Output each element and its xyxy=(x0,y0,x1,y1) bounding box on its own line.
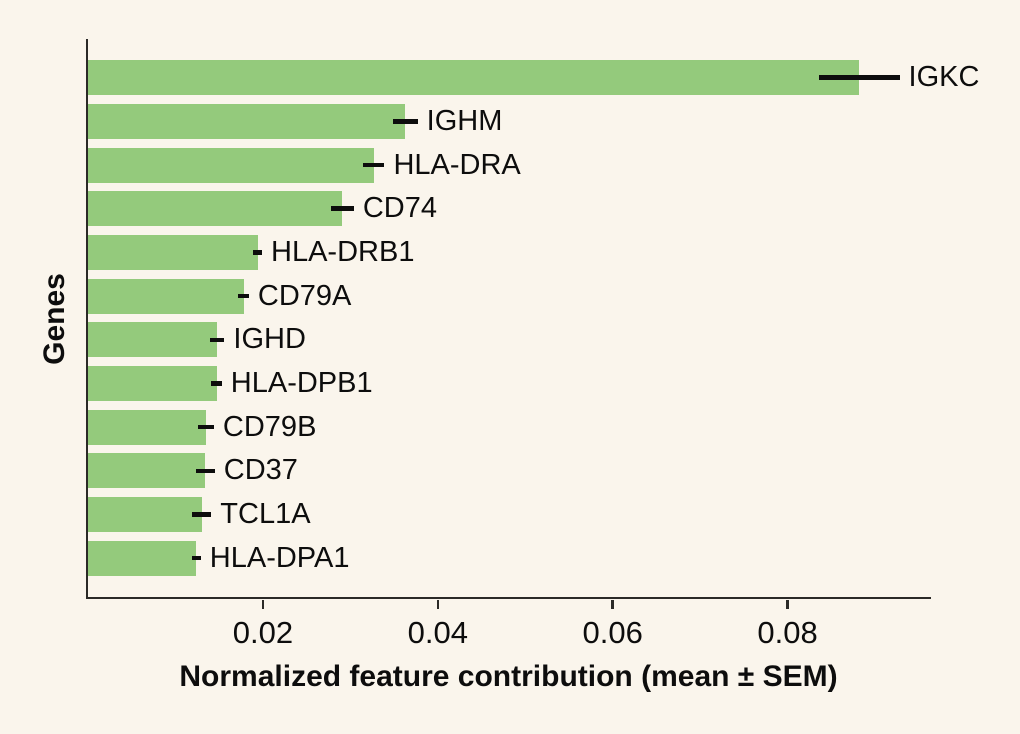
bar-row: TCL1A xyxy=(88,497,931,532)
x-tick-label: 0.04 xyxy=(407,615,468,650)
bar-row: CD74 xyxy=(88,191,931,227)
error-bar xyxy=(195,468,215,474)
bar-row: IGKC xyxy=(88,60,979,96)
x-axis-label: Normalized feature contribution (mean ± … xyxy=(179,660,838,693)
plot-area: IGKC IGHM HLA-DRA CD74 HLA-DRB1 CD79A IGHD HLA-… xyxy=(86,39,979,599)
bar-label: CD37 xyxy=(223,454,298,487)
bar-label: CD79B xyxy=(222,410,317,443)
bar xyxy=(88,191,343,227)
bar xyxy=(88,103,406,139)
x-tick-label: 0.06 xyxy=(582,615,643,650)
y-axis-label-text: Genes xyxy=(38,273,71,365)
bar-row: HLA-DRA xyxy=(88,147,931,183)
bar-label: IGHD xyxy=(233,323,306,356)
bar xyxy=(88,234,258,270)
bar-label: HLA-DRB1 xyxy=(271,235,415,268)
error-bar xyxy=(363,162,385,168)
bar-row: CD79B xyxy=(88,409,931,445)
error-bar xyxy=(393,119,418,124)
bar xyxy=(88,497,202,532)
bar-row: CD37 xyxy=(88,453,931,489)
error-bar xyxy=(192,512,212,517)
error-bar xyxy=(819,75,900,81)
x-tick-mark xyxy=(786,599,789,609)
bar xyxy=(88,147,374,183)
bar xyxy=(88,453,206,489)
bar-label: CD74 xyxy=(362,192,437,225)
bar-label: HLA-DPA1 xyxy=(209,541,350,574)
bar-row: IGHM xyxy=(88,103,931,139)
bar-label: HLA-DPB1 xyxy=(230,366,373,399)
x-tick-label: 0.02 xyxy=(232,615,294,650)
bar-label: CD79A xyxy=(257,279,352,312)
x-tick-mark xyxy=(261,599,265,609)
bar xyxy=(88,322,218,358)
bar-row: IGHD xyxy=(88,322,931,358)
error-bar xyxy=(331,206,354,212)
bar xyxy=(88,278,244,314)
bar-label: HLA-DRA xyxy=(393,148,521,181)
error-bar xyxy=(253,250,262,255)
bar xyxy=(88,540,197,576)
bar-label: IGKC xyxy=(908,61,980,94)
bar xyxy=(88,60,860,96)
x-tick-mark xyxy=(436,599,440,609)
bar-label: IGHM xyxy=(426,104,503,137)
bar-row: HLA-DPB1 xyxy=(88,365,931,401)
bar-label: TCL1A xyxy=(220,498,311,530)
bar xyxy=(88,365,217,401)
x-tick-label: 0.08 xyxy=(757,615,818,650)
error-bar xyxy=(211,381,222,386)
error-bar xyxy=(210,337,225,343)
bar-row: HLA-DPA1 xyxy=(88,540,931,576)
bar-row: CD79A xyxy=(88,278,931,314)
bar-row: HLA-DRB1 xyxy=(88,234,931,270)
x-tick-mark xyxy=(611,599,614,609)
error-bar xyxy=(238,293,249,299)
error-bar xyxy=(192,555,201,561)
error-bar xyxy=(198,424,214,430)
bar xyxy=(88,409,207,445)
